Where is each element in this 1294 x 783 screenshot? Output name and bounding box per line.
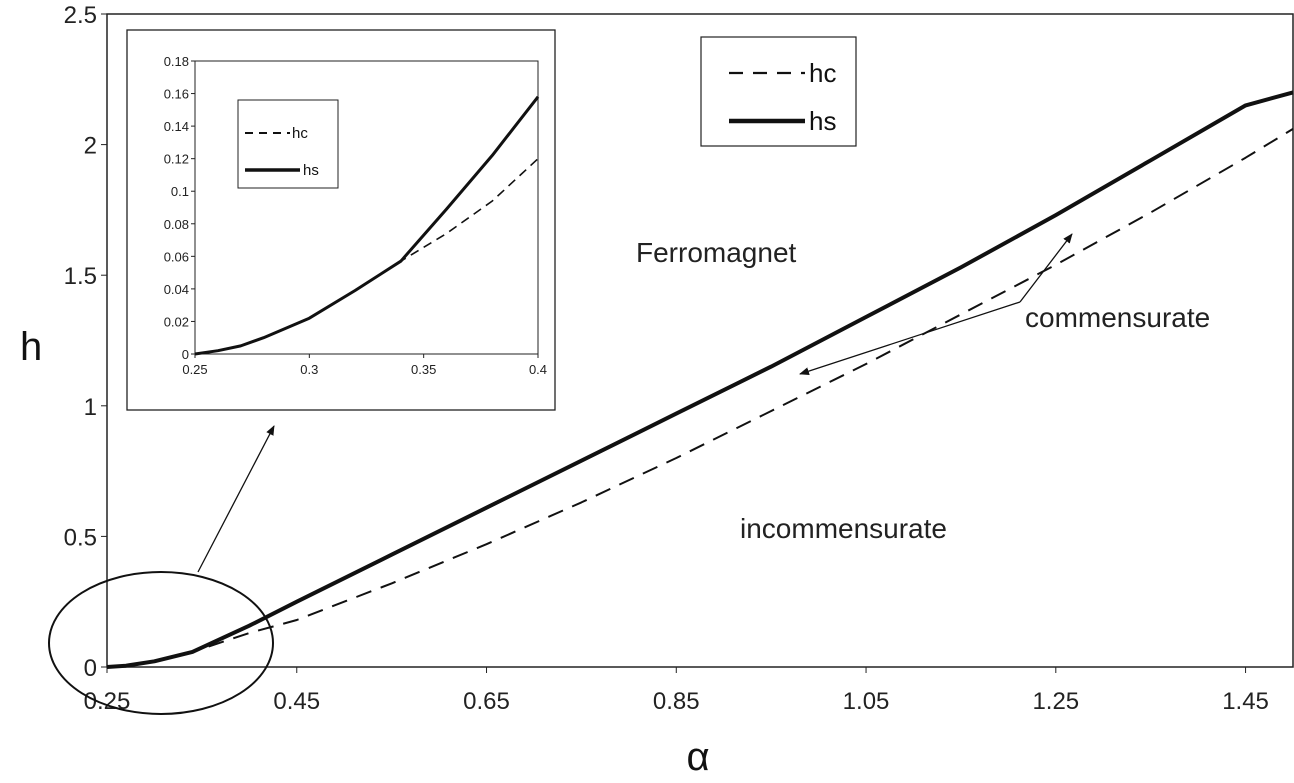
inset-legend: hc hs <box>237 99 339 189</box>
inset-y-tick-label: 0.06 <box>164 249 189 264</box>
inset-y-tick-label: 0.14 <box>164 119 189 134</box>
inset-x-tick-label: 0.4 <box>529 362 547 377</box>
inset-y-tick-label: 0.02 <box>164 314 189 329</box>
inset-series-hs-line <box>194 95 540 356</box>
zoom-ellipse <box>48 571 274 715</box>
inset-y-tick-label: 0.12 <box>164 152 189 167</box>
y-axis-title: h <box>20 325 42 369</box>
inset-frame <box>126 29 556 411</box>
x-tick-label: 1.05 <box>843 688 890 715</box>
x-tick-label: 1.25 <box>1032 688 1079 715</box>
annotation-incommensurate: incommensurate <box>740 513 947 544</box>
x-axis-title: α <box>686 735 709 779</box>
legend-hs-label: hs <box>809 106 836 136</box>
inset-axis-ticks: 0.25 0.3 0.35 0.4 0 0.02 0.04 0.06 0.08 0.1 0.12 0.… <box>164 54 547 377</box>
series-hc-line <box>106 128 1294 668</box>
x-tick-label: 0.85 <box>653 688 700 715</box>
y-tick-label: 2 <box>84 133 97 160</box>
commensurate-arrow-lower <box>799 301 1021 376</box>
main-axis-ticks: 0.25 0.45 0.65 0.85 1.05 1.25 1.45 0 0.5 1 1.5 2 2.5 <box>64 2 1269 715</box>
inset-legend-hc-label: hc <box>292 125 308 142</box>
annotation-ferromagnet: Ferromagnet <box>636 237 797 268</box>
x-tick-label: 1.45 <box>1222 688 1269 715</box>
inset-y-tick-label: 0.04 <box>164 282 189 297</box>
zoom-arrow <box>197 425 275 573</box>
inset-x-tick-label: 0.25 <box>182 362 207 377</box>
x-tick-label: 0.45 <box>273 688 320 715</box>
main-legend: hc hs <box>700 36 857 147</box>
y-tick-label: 0.5 <box>64 524 97 551</box>
series-hs-line <box>106 90 1294 669</box>
x-tick-label: 0.65 <box>463 688 510 715</box>
inset-x-tick-label: 0.35 <box>411 362 436 377</box>
inset-y-tick-label: 0.1 <box>171 184 189 199</box>
y-tick-label: 2.5 <box>64 2 97 29</box>
commensurate-arrow-upper <box>1019 233 1073 303</box>
inset-y-tick-label: 0.08 <box>164 217 189 232</box>
inset-chart: 0.25 0.3 0.35 0.4 0 0.02 0.04 0.06 0.08 0.1 0.12 0.… <box>126 29 556 411</box>
inset-y-tick-label: 0 <box>182 347 189 362</box>
main-series-lines <box>106 90 1294 669</box>
y-tick-label: 1 <box>84 394 97 421</box>
annotation-commensurate: commensurate <box>1025 302 1210 333</box>
inset-plot-area <box>194 60 539 355</box>
inset-y-tick-label: 0.16 <box>164 87 189 102</box>
inset-x-tick-label: 0.3 <box>300 362 318 377</box>
inset-series-lines <box>194 95 540 356</box>
y-tick-label: 1.5 <box>64 263 97 290</box>
y-tick-label: 0 <box>84 655 97 682</box>
inset-legend-hs-label: hs <box>303 162 319 179</box>
inset-y-tick-label: 0.18 <box>164 54 189 69</box>
legend-hc-label: hc <box>809 58 836 88</box>
